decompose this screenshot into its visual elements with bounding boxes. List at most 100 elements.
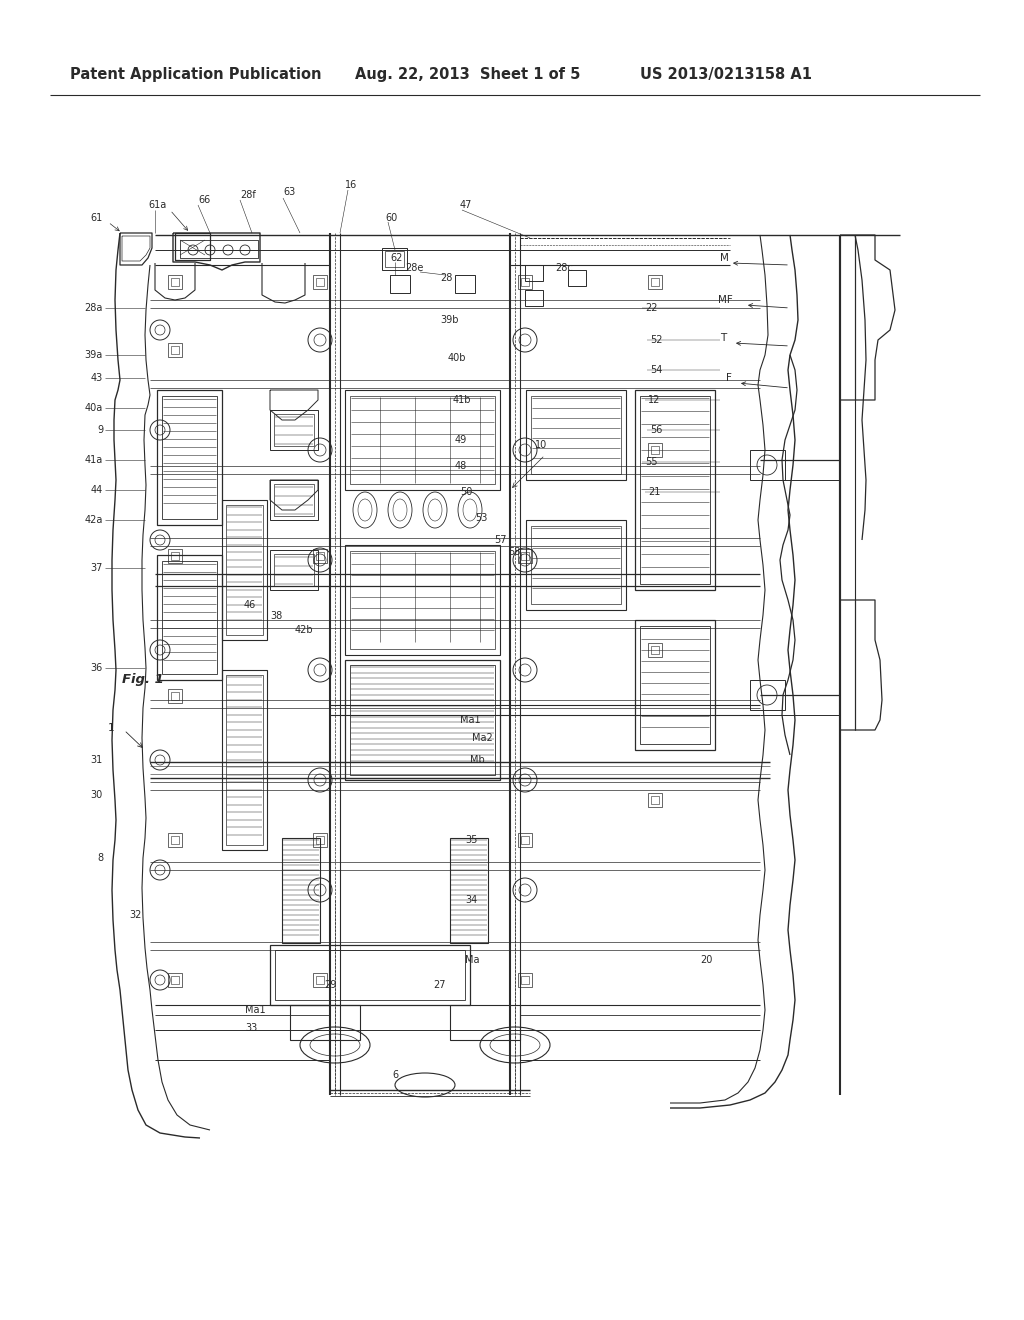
Bar — [521, 552, 529, 560]
Text: 61: 61 — [91, 213, 103, 223]
Bar — [171, 836, 179, 843]
Bar — [635, 389, 715, 590]
Text: 47: 47 — [460, 201, 472, 210]
Text: 32: 32 — [130, 909, 142, 920]
Text: 6: 6 — [392, 1071, 398, 1080]
Text: 36: 36 — [91, 663, 103, 673]
Bar — [316, 836, 324, 843]
Bar — [648, 444, 662, 457]
Bar — [168, 833, 182, 847]
Text: 48: 48 — [455, 461, 467, 471]
Bar — [450, 1005, 520, 1040]
Text: 21: 21 — [648, 487, 660, 498]
Bar — [275, 950, 465, 1001]
Bar — [168, 689, 182, 704]
Bar — [382, 248, 407, 271]
Text: 37: 37 — [91, 564, 103, 573]
Text: 66: 66 — [198, 195, 210, 205]
Text: Ma1: Ma1 — [460, 715, 480, 725]
Bar — [290, 1005, 360, 1040]
Bar — [526, 520, 626, 610]
Text: 20: 20 — [700, 954, 713, 965]
Text: Mb: Mb — [470, 755, 484, 766]
Bar — [171, 552, 179, 560]
Text: F: F — [726, 374, 732, 383]
Bar — [518, 275, 532, 289]
Text: 12: 12 — [648, 395, 660, 405]
Text: 28f: 28f — [240, 190, 256, 201]
Text: 53: 53 — [475, 513, 487, 523]
Bar — [226, 506, 263, 635]
Bar — [635, 620, 715, 750]
Bar — [171, 279, 179, 286]
Text: 63: 63 — [283, 187, 295, 197]
Text: 30: 30 — [91, 789, 103, 800]
Text: 8: 8 — [97, 853, 103, 863]
Bar — [274, 554, 314, 586]
Text: 54: 54 — [650, 366, 663, 375]
Bar — [313, 549, 327, 564]
Text: 52: 52 — [650, 335, 663, 345]
Bar — [345, 545, 500, 655]
Text: 42b: 42b — [295, 624, 313, 635]
Text: 10: 10 — [535, 440, 547, 450]
Text: 16: 16 — [345, 180, 357, 190]
Text: 9: 9 — [97, 425, 103, 436]
Text: 40b: 40b — [449, 352, 467, 363]
Text: 33: 33 — [245, 1023, 257, 1034]
Text: Patent Application Publication: Patent Application Publication — [70, 66, 322, 82]
Bar — [390, 275, 410, 293]
Text: T: T — [720, 333, 726, 343]
Bar — [168, 343, 182, 356]
Bar — [651, 796, 659, 804]
Bar — [168, 275, 182, 289]
Bar — [518, 833, 532, 847]
Bar — [651, 446, 659, 454]
Text: 28a: 28a — [85, 304, 103, 313]
Bar — [345, 389, 500, 490]
Text: 44: 44 — [91, 484, 103, 495]
Bar — [455, 275, 475, 293]
Bar — [157, 389, 222, 525]
Bar — [222, 671, 267, 850]
Text: 58: 58 — [508, 546, 520, 557]
Text: 27: 27 — [434, 979, 446, 990]
Bar — [350, 396, 495, 484]
Text: 61a: 61a — [148, 201, 166, 210]
Text: Ma2: Ma2 — [472, 733, 493, 743]
Bar — [531, 525, 621, 605]
Bar — [750, 680, 785, 710]
Bar — [316, 552, 324, 560]
Text: 28: 28 — [440, 273, 453, 282]
Bar — [168, 549, 182, 564]
Text: 28e: 28e — [406, 263, 423, 273]
Bar — [568, 271, 586, 286]
Bar — [350, 550, 495, 649]
Text: 41a: 41a — [85, 455, 103, 465]
Bar — [313, 833, 327, 847]
Text: Ma: Ma — [465, 954, 479, 965]
Bar — [750, 450, 785, 480]
Text: 62: 62 — [390, 253, 402, 263]
Text: US 2013/0213158 A1: US 2013/0213158 A1 — [640, 66, 812, 82]
Bar — [313, 275, 327, 289]
Text: 43: 43 — [91, 374, 103, 383]
Text: 49: 49 — [455, 436, 467, 445]
Bar — [648, 643, 662, 657]
Bar — [274, 484, 314, 516]
Bar — [345, 660, 500, 780]
Text: 46: 46 — [244, 601, 256, 610]
Bar — [648, 793, 662, 807]
Bar — [521, 836, 529, 843]
Bar — [171, 692, 179, 700]
Bar — [525, 290, 543, 306]
Text: 60: 60 — [385, 213, 397, 223]
Bar — [222, 500, 267, 640]
Bar — [648, 275, 662, 289]
Bar — [313, 973, 327, 987]
Text: MF: MF — [718, 294, 733, 305]
Bar — [171, 975, 179, 983]
Text: 39b: 39b — [440, 315, 459, 325]
Text: 42a: 42a — [85, 515, 103, 525]
Text: Fig. 1: Fig. 1 — [122, 673, 164, 686]
